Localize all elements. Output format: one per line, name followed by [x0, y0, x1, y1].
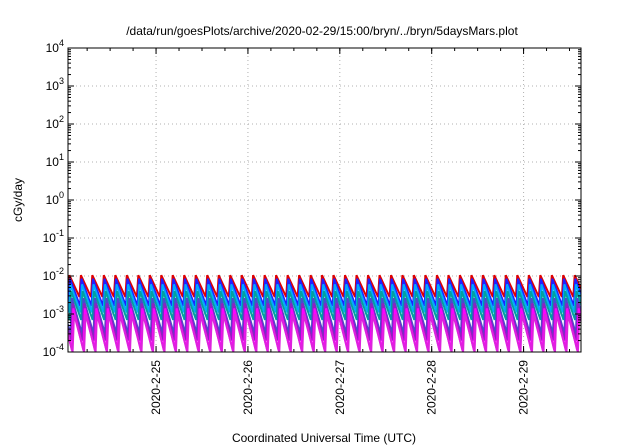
- y-tick-label: 10-4: [43, 342, 64, 359]
- x-axis: 2020-2-25 2020-2-26 2020-2-27 2020-2-28 2020…: [86, 48, 571, 415]
- x-axis-label: Coordinated Universal Time (UTC): [232, 431, 416, 445]
- y-tick-label: 10-1: [43, 228, 64, 245]
- y-tick-label: 100: [46, 190, 64, 207]
- y-tick-label: 10-3: [43, 304, 64, 321]
- y-tick-label: 103: [46, 76, 64, 93]
- x-tick-label: 2020-2-25: [149, 360, 163, 415]
- y-axis: 10-4 10-3 10-2 10-1 100 101 102 103 104: [43, 38, 581, 359]
- y-axis-label: cGy/day: [11, 178, 25, 222]
- x-tick-label: 2020-2-29: [517, 360, 531, 415]
- x-tick-label: 2020-2-26: [241, 360, 255, 415]
- y-tick-label: 101: [46, 152, 64, 169]
- series-line-4: [68, 290, 581, 321]
- y-tick-label: 104: [46, 38, 64, 55]
- y-tick-label: 10-2: [43, 266, 64, 283]
- chart-title: /data/run/goesPlots/archive/2020-02-29/1…: [126, 24, 518, 38]
- y-tick-label: 102: [46, 114, 64, 131]
- series-line-8: [68, 313, 581, 352]
- series-group: [68, 274, 581, 352]
- x-tick-label: 2020-2-28: [425, 360, 439, 415]
- x-tick-label: 2020-2-27: [333, 360, 347, 415]
